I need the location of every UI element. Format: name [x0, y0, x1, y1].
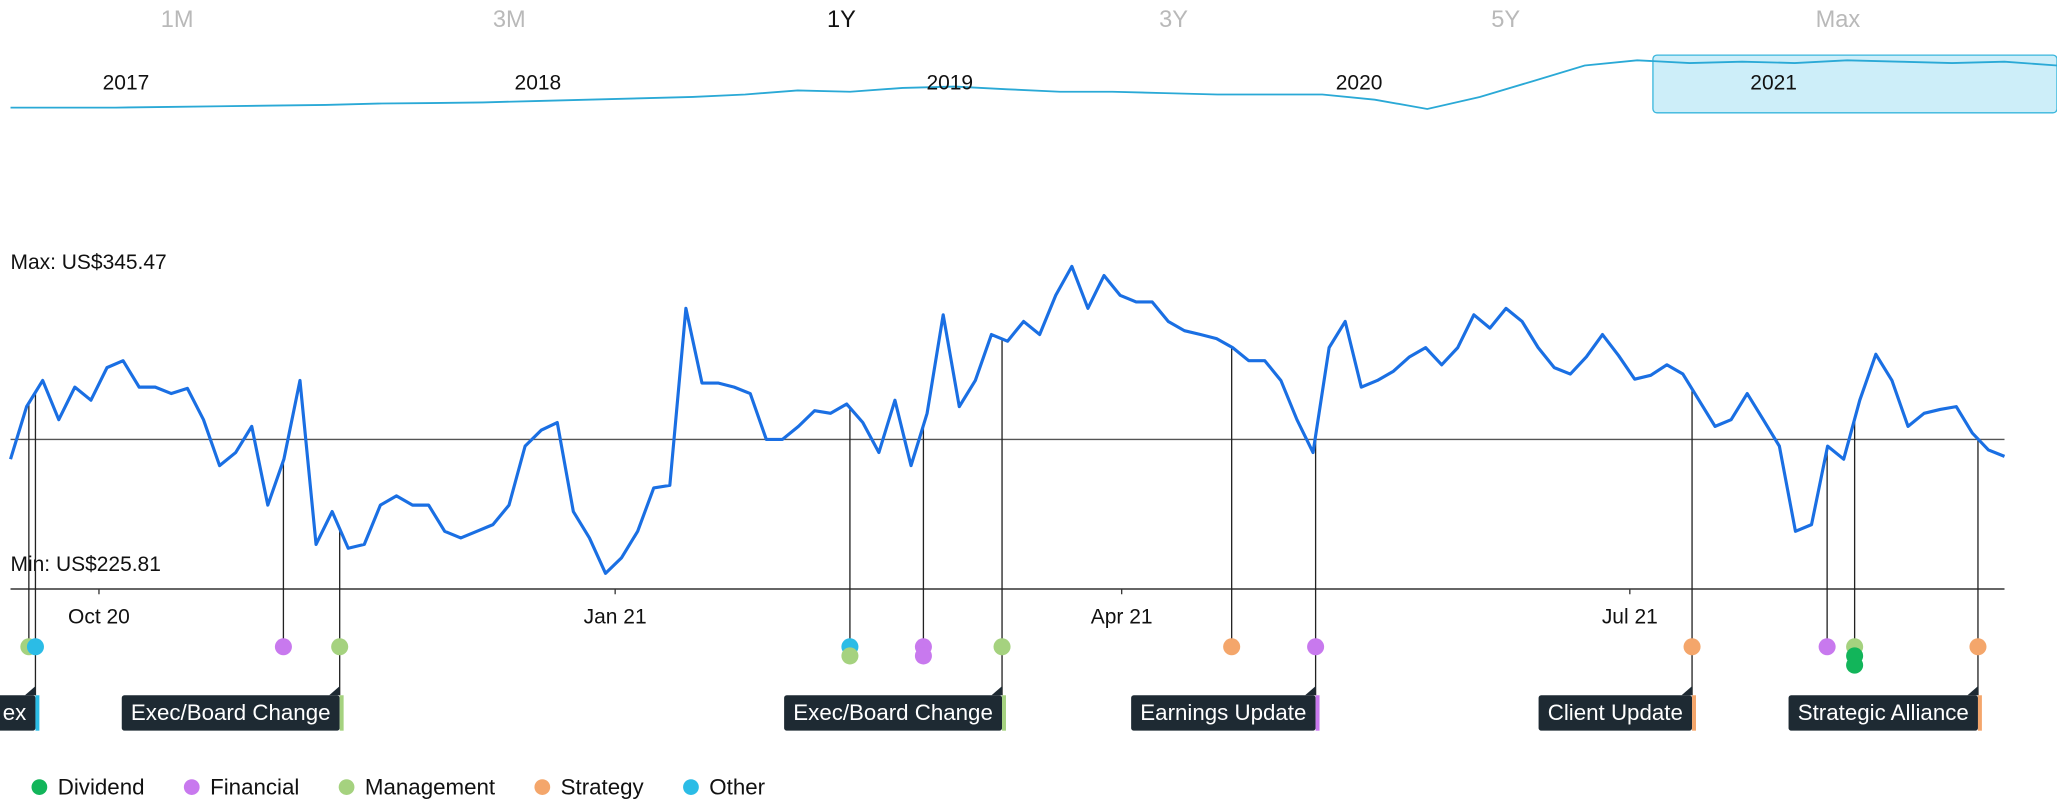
- legend-marker: [338, 779, 355, 795]
- event-marker[interactable]: [1223, 638, 1241, 656]
- event-marker[interactable]: [274, 638, 292, 656]
- x-tick-label: Oct 20: [68, 605, 130, 628]
- x-tick-label: Jan 21: [584, 605, 647, 628]
- event-label-text: ex: [3, 700, 27, 725]
- event-label-box: [121, 695, 340, 731]
- event-label-pointer: [1967, 686, 1978, 696]
- legend-marker: [31, 779, 48, 795]
- event-label-box: [0, 695, 36, 731]
- event-marker[interactable]: [1969, 638, 1987, 656]
- event-label-strip: [1002, 695, 1006, 731]
- event-label-box: [1538, 695, 1693, 731]
- navigator-year: 2017: [103, 72, 150, 95]
- navigator-year: 2020: [1336, 72, 1383, 95]
- navigator-year: 2019: [926, 72, 973, 95]
- event-marker[interactable]: [331, 638, 349, 656]
- legend-label[interactable]: Other: [709, 774, 765, 799]
- event-label[interactable]: Strategic Alliance: [1788, 686, 1982, 731]
- range-button[interactable]: 1Y: [827, 7, 856, 33]
- legend-label[interactable]: Financial: [210, 774, 299, 799]
- max-label: Max: US$345.47: [11, 251, 167, 274]
- event-marker[interactable]: [914, 647, 932, 665]
- range-button[interactable]: 5Y: [1491, 7, 1520, 33]
- event-label[interactable]: Exec/Board Change: [784, 686, 1006, 731]
- range-button[interactable]: 1M: [161, 7, 194, 33]
- event-label-strip: [35, 695, 40, 731]
- event-label-box: [784, 695, 1003, 731]
- event-label-box: [1131, 695, 1316, 731]
- navigator-year: 2018: [515, 72, 562, 95]
- event-label-pointer: [991, 686, 1003, 696]
- event-marker[interactable]: [1818, 638, 1836, 656]
- event-label-strip: [1315, 695, 1320, 731]
- event-label-pointer: [329, 686, 340, 696]
- event-marker[interactable]: [1846, 656, 1864, 674]
- x-tick-label: Apr 21: [1091, 605, 1153, 628]
- range-button[interactable]: 3Y: [1159, 7, 1188, 33]
- event-marker[interactable]: [993, 638, 1011, 656]
- event-label-text: Exec/Board Change: [793, 700, 993, 725]
- event-label-text: Exec/Board Change: [131, 700, 331, 725]
- x-tick-label: Jul 21: [1602, 605, 1658, 628]
- event-label-text: Strategic Alliance: [1798, 700, 1969, 725]
- min-label: Min: US$225.81: [11, 553, 161, 576]
- navigator-year: 2021: [1750, 72, 1797, 95]
- event-label-pointer: [1305, 686, 1316, 696]
- event-label-strip: [1977, 695, 1982, 731]
- range-button[interactable]: Max: [1816, 7, 1861, 33]
- legend-label[interactable]: Management: [365, 774, 496, 799]
- event-label-strip: [1692, 695, 1696, 731]
- legend-marker: [183, 779, 200, 795]
- event-label[interactable]: Exec/Board Change: [121, 686, 344, 731]
- event-label-box: [1788, 695, 1978, 731]
- navigator-line: [10, 59, 2057, 110]
- event-label-pointer: [1681, 686, 1693, 696]
- event-label[interactable]: Client Update: [1538, 686, 1696, 731]
- event-label-text: Earnings Update: [1140, 700, 1306, 725]
- event-marker[interactable]: [841, 647, 859, 665]
- event-label[interactable]: Earnings Update: [1131, 686, 1320, 731]
- event-marker[interactable]: [1683, 638, 1701, 656]
- event-marker[interactable]: [26, 638, 44, 656]
- price-line: [9, 264, 2006, 575]
- legend-label[interactable]: Strategy: [561, 774, 645, 799]
- legend-marker: [534, 779, 551, 795]
- range-button[interactable]: 3M: [493, 7, 526, 33]
- legend-label[interactable]: Dividend: [58, 774, 145, 799]
- event-label[interactable]: ex: [0, 686, 40, 731]
- event-label-pointer: [24, 686, 36, 696]
- navigator-selection: [1652, 54, 2057, 114]
- event-label-text: Client Update: [1548, 700, 1683, 725]
- legend-marker: [683, 779, 699, 795]
- event-label-strip: [339, 695, 344, 731]
- event-marker[interactable]: [1307, 638, 1325, 656]
